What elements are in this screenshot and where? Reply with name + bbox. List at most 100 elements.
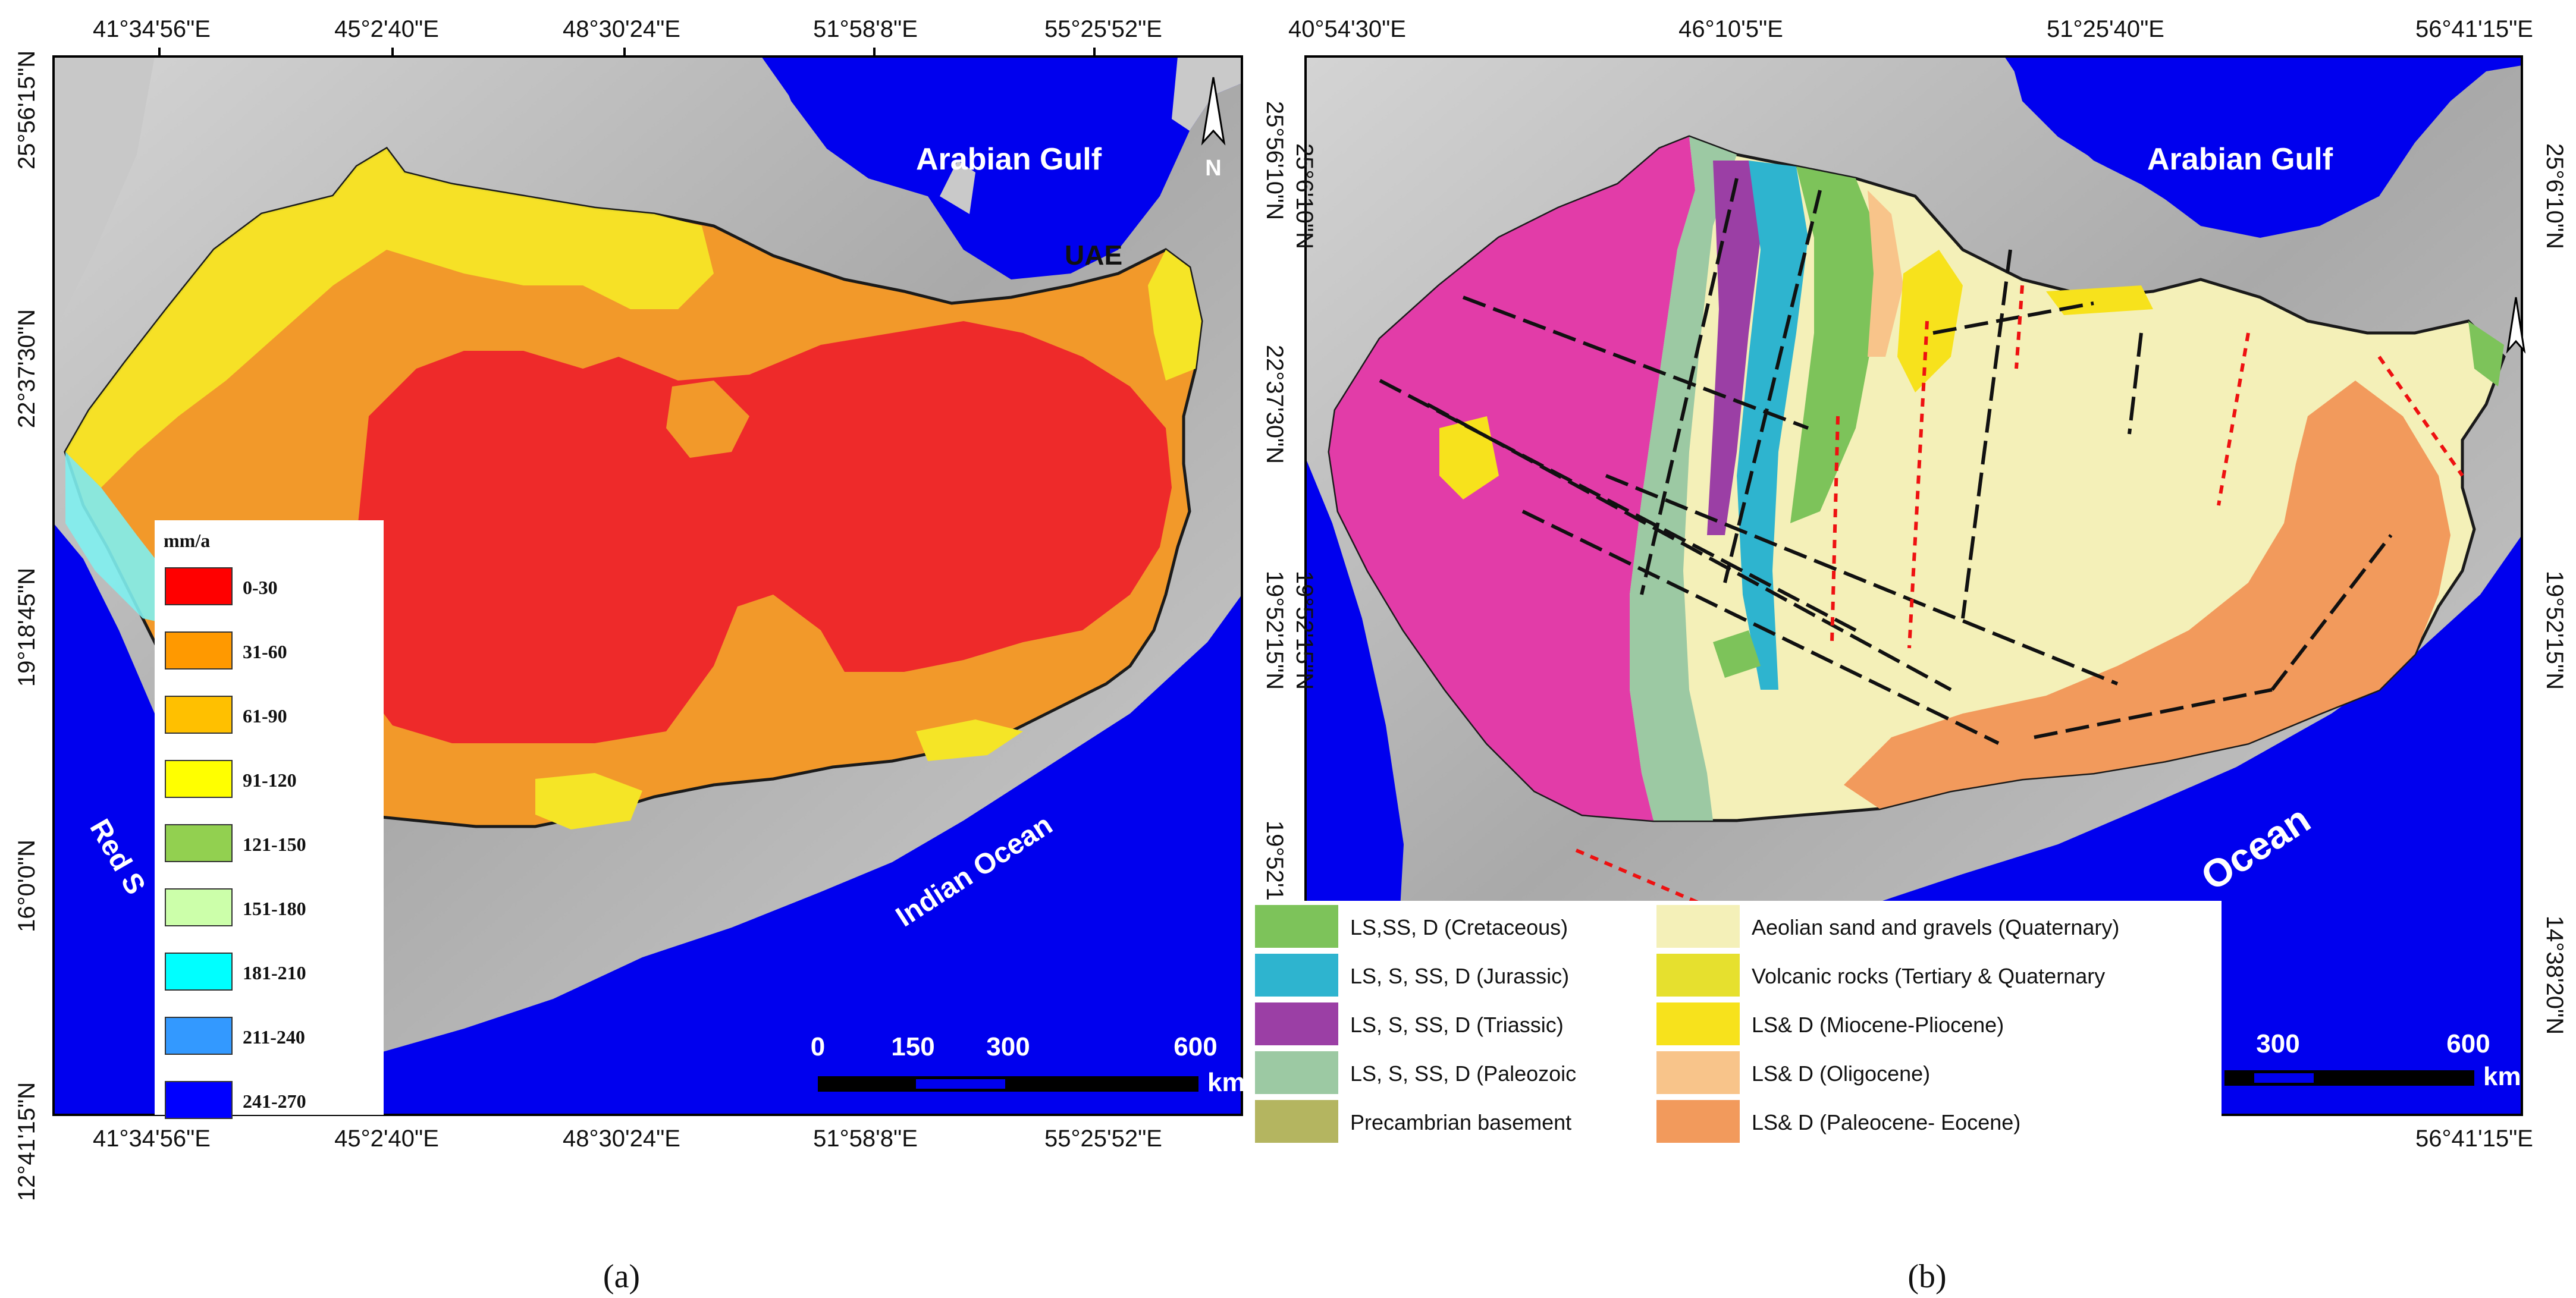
- lon-label: 55°25'52"E: [1044, 1126, 1162, 1152]
- legend-item: Volcanic rocks (Tertiary & Quaternary: [1656, 954, 2105, 997]
- panel-a-top-lon-labels: 41°34'56"E 45°2'40"E 48°30'24"E 51°58'8"…: [93, 16, 1162, 42]
- unit-cretaceous-east: [2468, 321, 2504, 386]
- lat-label: 14°38'20"N: [2542, 916, 2568, 1035]
- lat-label: 22°37'30"N: [14, 309, 40, 428]
- legend-swatch: [165, 631, 233, 670]
- legend-swatch: [165, 1017, 233, 1055]
- legend-label: LS, S, SS, D (Paleozoic: [1350, 1061, 1576, 1086]
- lat-label: 19°52'15"N: [1291, 571, 1317, 690]
- uae-label: UAE: [1065, 240, 1122, 271]
- lon-label: 48°30'24"E: [563, 1126, 680, 1152]
- lon-label: 41°34'56"E: [93, 1126, 211, 1152]
- legend-swatch: [165, 824, 233, 862]
- fault-lines: [1379, 178, 2393, 745]
- legend-swatch: [1255, 1100, 1338, 1143]
- lon-label: 41°34'56"E: [93, 16, 211, 42]
- qatar-land: [940, 161, 975, 214]
- lon-label: 48°30'24"E: [563, 16, 680, 42]
- unit-oligocene: [1868, 190, 1903, 357]
- unit-miocene-north: [1897, 250, 1963, 392]
- scale-unit: km: [2483, 1062, 2521, 1091]
- zone-yellow-south: [535, 773, 642, 829]
- unit-cretaceous: [1790, 166, 1880, 523]
- lat-label: 16°0'0"N: [14, 840, 40, 932]
- lon-label: 55°25'52"E: [1044, 16, 1162, 42]
- gulf-water: [761, 56, 1178, 250]
- panel-b-left-lat-labels: 25°6'10"N 19°52'15"N: [1291, 143, 1317, 690]
- legend-item: Precambrian basement: [1255, 1100, 1571, 1143]
- zone-yellow-east: [1148, 250, 1201, 381]
- legend-label: 211-240: [243, 1026, 305, 1048]
- scale-unit: km: [1207, 1068, 1245, 1097]
- zone-orange-inner: [666, 381, 749, 458]
- zone-yellow-north: [65, 149, 714, 488]
- lon-label: 51°58'8"E: [813, 16, 918, 42]
- legend-label: 0-30: [243, 577, 278, 598]
- legend-swatch: [1656, 1100, 1740, 1143]
- legend-swatch: [1656, 905, 1740, 948]
- scale-tick: 0: [811, 1032, 825, 1061]
- unit-cretaceous-patch: [1713, 630, 1761, 678]
- legend-item: Aeolian sand and gravels (Quaternary): [1656, 905, 2119, 948]
- lat-label: 25°6'10"N: [2542, 143, 2568, 249]
- zone-yellow-southeast: [916, 719, 1023, 761]
- legend-label: 121-150: [243, 834, 306, 855]
- legend-swatch: [165, 696, 233, 734]
- legend-label: 241-270: [243, 1090, 306, 1112]
- legend-item: LS,SS, D (Cretaceous): [1255, 905, 1568, 948]
- panel-a-legend: mm/a 0-30 31-60 61-90 91-120 121-150 151-180 1…: [155, 520, 384, 1119]
- legend-label: 31-60: [243, 641, 287, 662]
- legend-swatch: [1255, 1002, 1338, 1045]
- legend-swatch: [1255, 1051, 1338, 1094]
- north-arrow-icon: [2506, 297, 2526, 354]
- legend-item: 61-90: [165, 696, 287, 734]
- legend-item: 241-270: [165, 1081, 306, 1119]
- scale-tick: 600: [1174, 1032, 1217, 1061]
- panel-a-caption: (a): [603, 1258, 640, 1295]
- lat-label: 19°52'15"N: [2542, 571, 2568, 690]
- north-arrow-icon: N: [1201, 77, 1226, 181]
- legend-item: LS& D (Miocene-Pliocene): [1656, 1002, 2004, 1045]
- panel-a-scale-bar: 0 150 300 600 km: [811, 1032, 1245, 1097]
- unit-triassic-precambrian-west: [1329, 137, 1695, 821]
- legend-item: 151-180: [165, 888, 306, 926]
- legend-label: LS& D (Oligocene): [1752, 1061, 1930, 1086]
- legend-item: 121-150: [165, 824, 306, 862]
- lat-label: 25°56'10"N: [1262, 101, 1288, 220]
- panel-a-left-lat-labels: 25°56'15"N 22°37'30"N 19°18'45"N 16°0'0"…: [14, 51, 40, 1201]
- lon-label: 51°58'8"E: [813, 1126, 918, 1152]
- legend-label: LS,SS, D (Cretaceous): [1350, 915, 1568, 939]
- indian-ocean-water: [1606, 725, 2522, 1115]
- legend-label: Volcanic rocks (Tertiary & Quaternary: [1752, 964, 2105, 988]
- scale-tick: 300: [986, 1032, 1030, 1061]
- scale-tick: 150: [891, 1032, 934, 1061]
- zone-red-core: [351, 321, 1172, 743]
- panel-a-bottom-lon-labels: 41°34'56"E 45°2'40"E 48°30'24"E 51°58'8"…: [93, 1126, 1162, 1152]
- lon-label: 56°41'15"E: [2415, 1126, 2533, 1152]
- lon-label: 45°2'40"E: [334, 16, 439, 42]
- legend-swatch: [1656, 954, 1740, 997]
- legend-label: LS& D (Miocene-Pliocene): [1752, 1013, 2004, 1037]
- lon-label: 56°41'15"E: [2415, 16, 2533, 42]
- lon-label: 45°2'40"E: [334, 1126, 439, 1152]
- legend-swatch: [165, 888, 233, 926]
- legend-item: 0-30: [165, 567, 278, 605]
- legend-item: LS& D (Oligocene): [1656, 1051, 1930, 1094]
- legend-item: 181-210: [165, 953, 306, 991]
- legend-swatch: [165, 1081, 233, 1119]
- panel-b-legend: LS,SS, D (Cretaceous) LS, S, SS, D (Juras…: [1252, 901, 2222, 1148]
- legend-label: 61-90: [243, 705, 287, 727]
- indian-ocean-water: [333, 737, 1242, 1115]
- panel-a-right-lat-labels: 25°56'10"N 22°37'30"N 19°52'15"N 19°52'1…: [1262, 101, 1288, 939]
- lat-label: 19°18'45"N: [14, 568, 40, 687]
- panel-b-caption: (b): [1907, 1258, 1946, 1295]
- scale-tick: 600: [2446, 1029, 2490, 1058]
- legend-item: LS, S, SS, D (Paleozoic: [1255, 1051, 1576, 1094]
- legend-label: LS, S, SS, D (Jurassic): [1350, 964, 1569, 988]
- legend-swatch: [165, 567, 233, 605]
- legend-label: Aeolian sand and gravels (Quaternary): [1752, 915, 2119, 939]
- panel-b-right-lat-labels: 25°6'10"N 19°52'15"N 14°38'20"N: [2542, 143, 2568, 1035]
- panel-a-ticks: [158, 48, 1096, 56]
- unit-jurassic: [1737, 161, 1808, 690]
